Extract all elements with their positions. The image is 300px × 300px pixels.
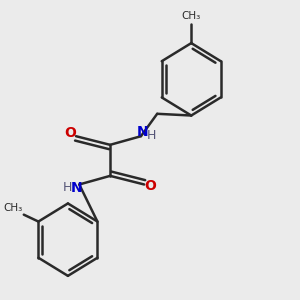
Text: N: N bbox=[137, 125, 148, 139]
Text: H: H bbox=[62, 182, 72, 194]
Text: H: H bbox=[147, 129, 156, 142]
Text: CH₃: CH₃ bbox=[3, 203, 22, 213]
Text: N: N bbox=[71, 181, 82, 195]
Text: O: O bbox=[144, 179, 156, 193]
Text: O: O bbox=[64, 126, 76, 140]
Text: CH₃: CH₃ bbox=[182, 11, 201, 21]
